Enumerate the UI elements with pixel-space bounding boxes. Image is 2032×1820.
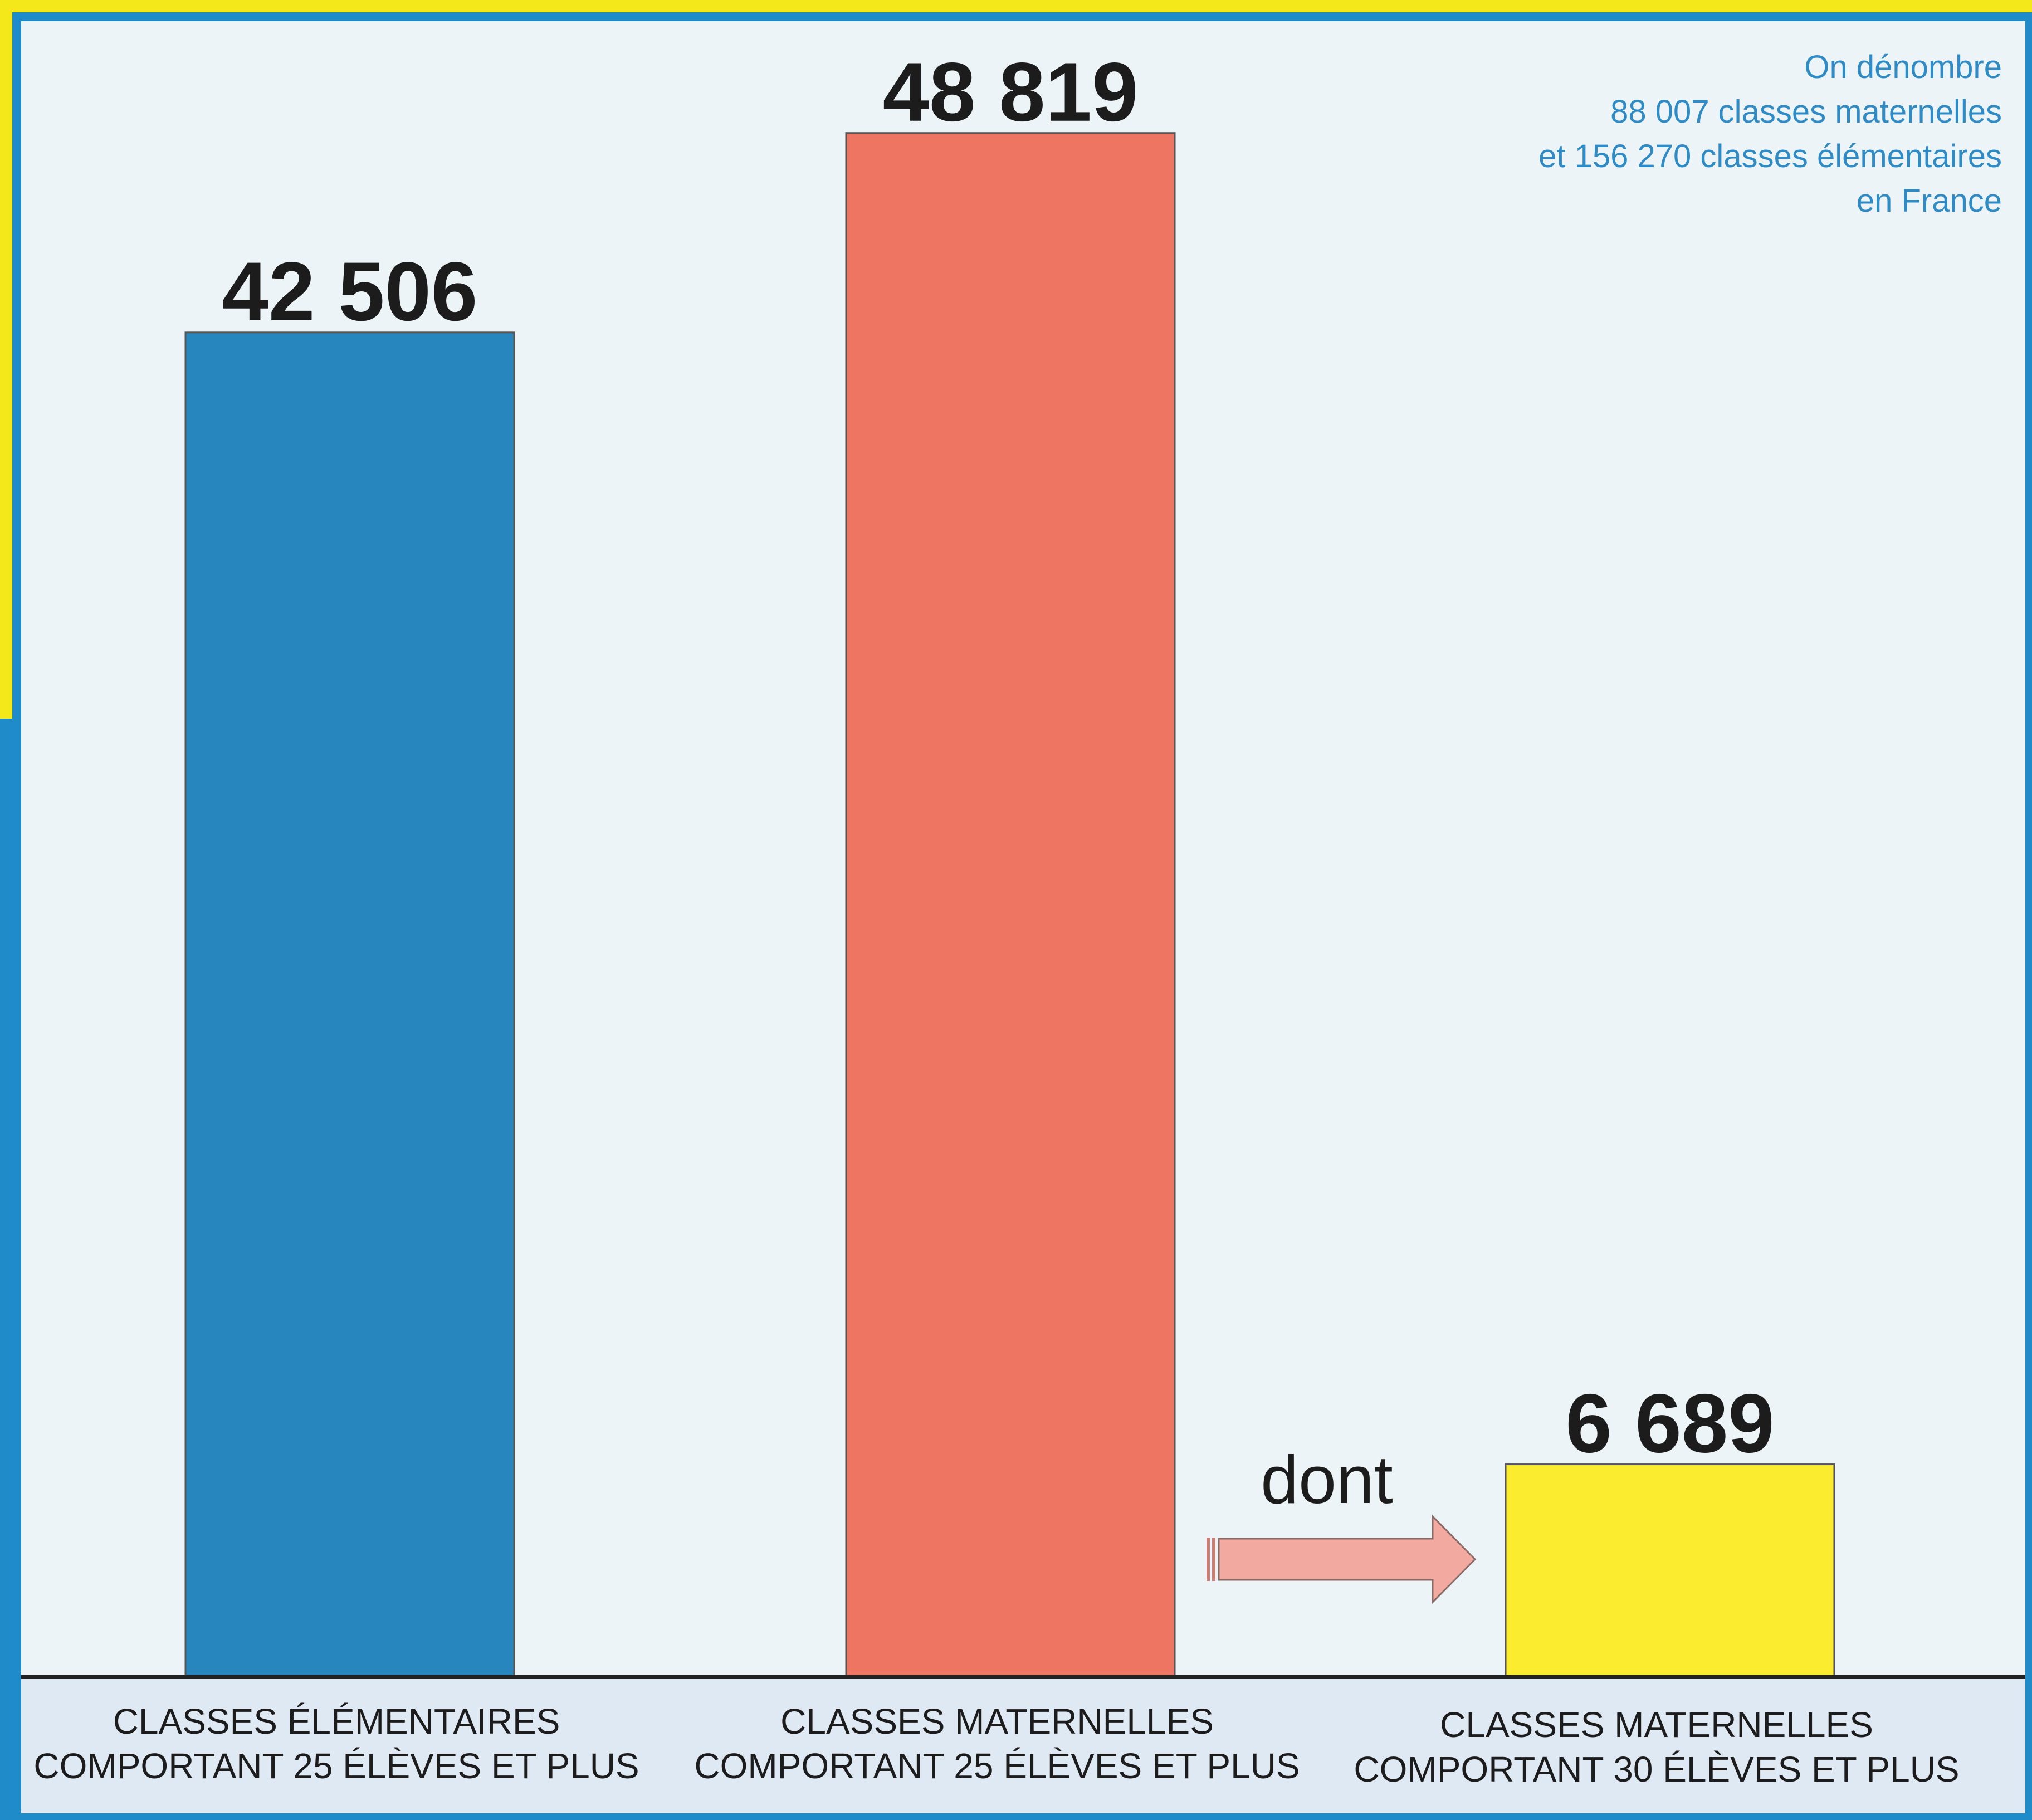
value-labels-group: 42 506 48 819 6 689	[222, 45, 1775, 1470]
category-label-band	[21, 1678, 2025, 1813]
bar-2	[845, 132, 1176, 1677]
note-line-3: et 156 270 classes élémentaires	[1538, 138, 2002, 174]
category-label-3-line-1: CLASSES MATERNELLES	[1440, 1705, 1873, 1745]
bar-3	[1505, 1463, 1835, 1677]
value-label-2: 48 819	[883, 45, 1139, 139]
bar-1	[184, 331, 515, 1677]
dont-label: dont	[1261, 1442, 1393, 1518]
dont-annotation: dont	[1206, 1442, 1477, 1604]
category-label-2-line-2: COMPORTANT 25 ÉLÈVES ET PLUS	[694, 1746, 1300, 1786]
category-label-3-line-2: COMPORTANT 30 ÉLÈVES ET PLUS	[1354, 1749, 1959, 1789]
category-label-1-line-1: CLASSES ÉLÉMENTAIRES	[113, 1701, 560, 1741]
category-label-1-line-2: COMPORTANT 25 ÉLÈVES ET PLUS	[33, 1746, 639, 1786]
note-line-4: en France	[1857, 183, 2002, 219]
value-label-3: 6 689	[1565, 1377, 1774, 1470]
arrow-tail-stripe-2	[1212, 1538, 1215, 1581]
arrow-tail-stripe-1	[1206, 1538, 1210, 1581]
note-block: On dénombre 88 007 classes maternelles et …	[1538, 49, 2002, 219]
category-labels-group: CLASSES ÉLÉMENTAIRES COMPORTANT 25 ÉLÈVES…	[33, 1701, 1959, 1789]
value-label-1: 42 506	[222, 245, 478, 338]
right-arrow-icon	[1218, 1514, 1477, 1604]
note-line-1: On dénombre	[1804, 49, 2002, 85]
note-line-2: 88 007 classes maternelles	[1610, 94, 2002, 130]
category-label-2-line-1: CLASSES MATERNELLES	[780, 1701, 1214, 1741]
bars-group	[184, 132, 1835, 1677]
